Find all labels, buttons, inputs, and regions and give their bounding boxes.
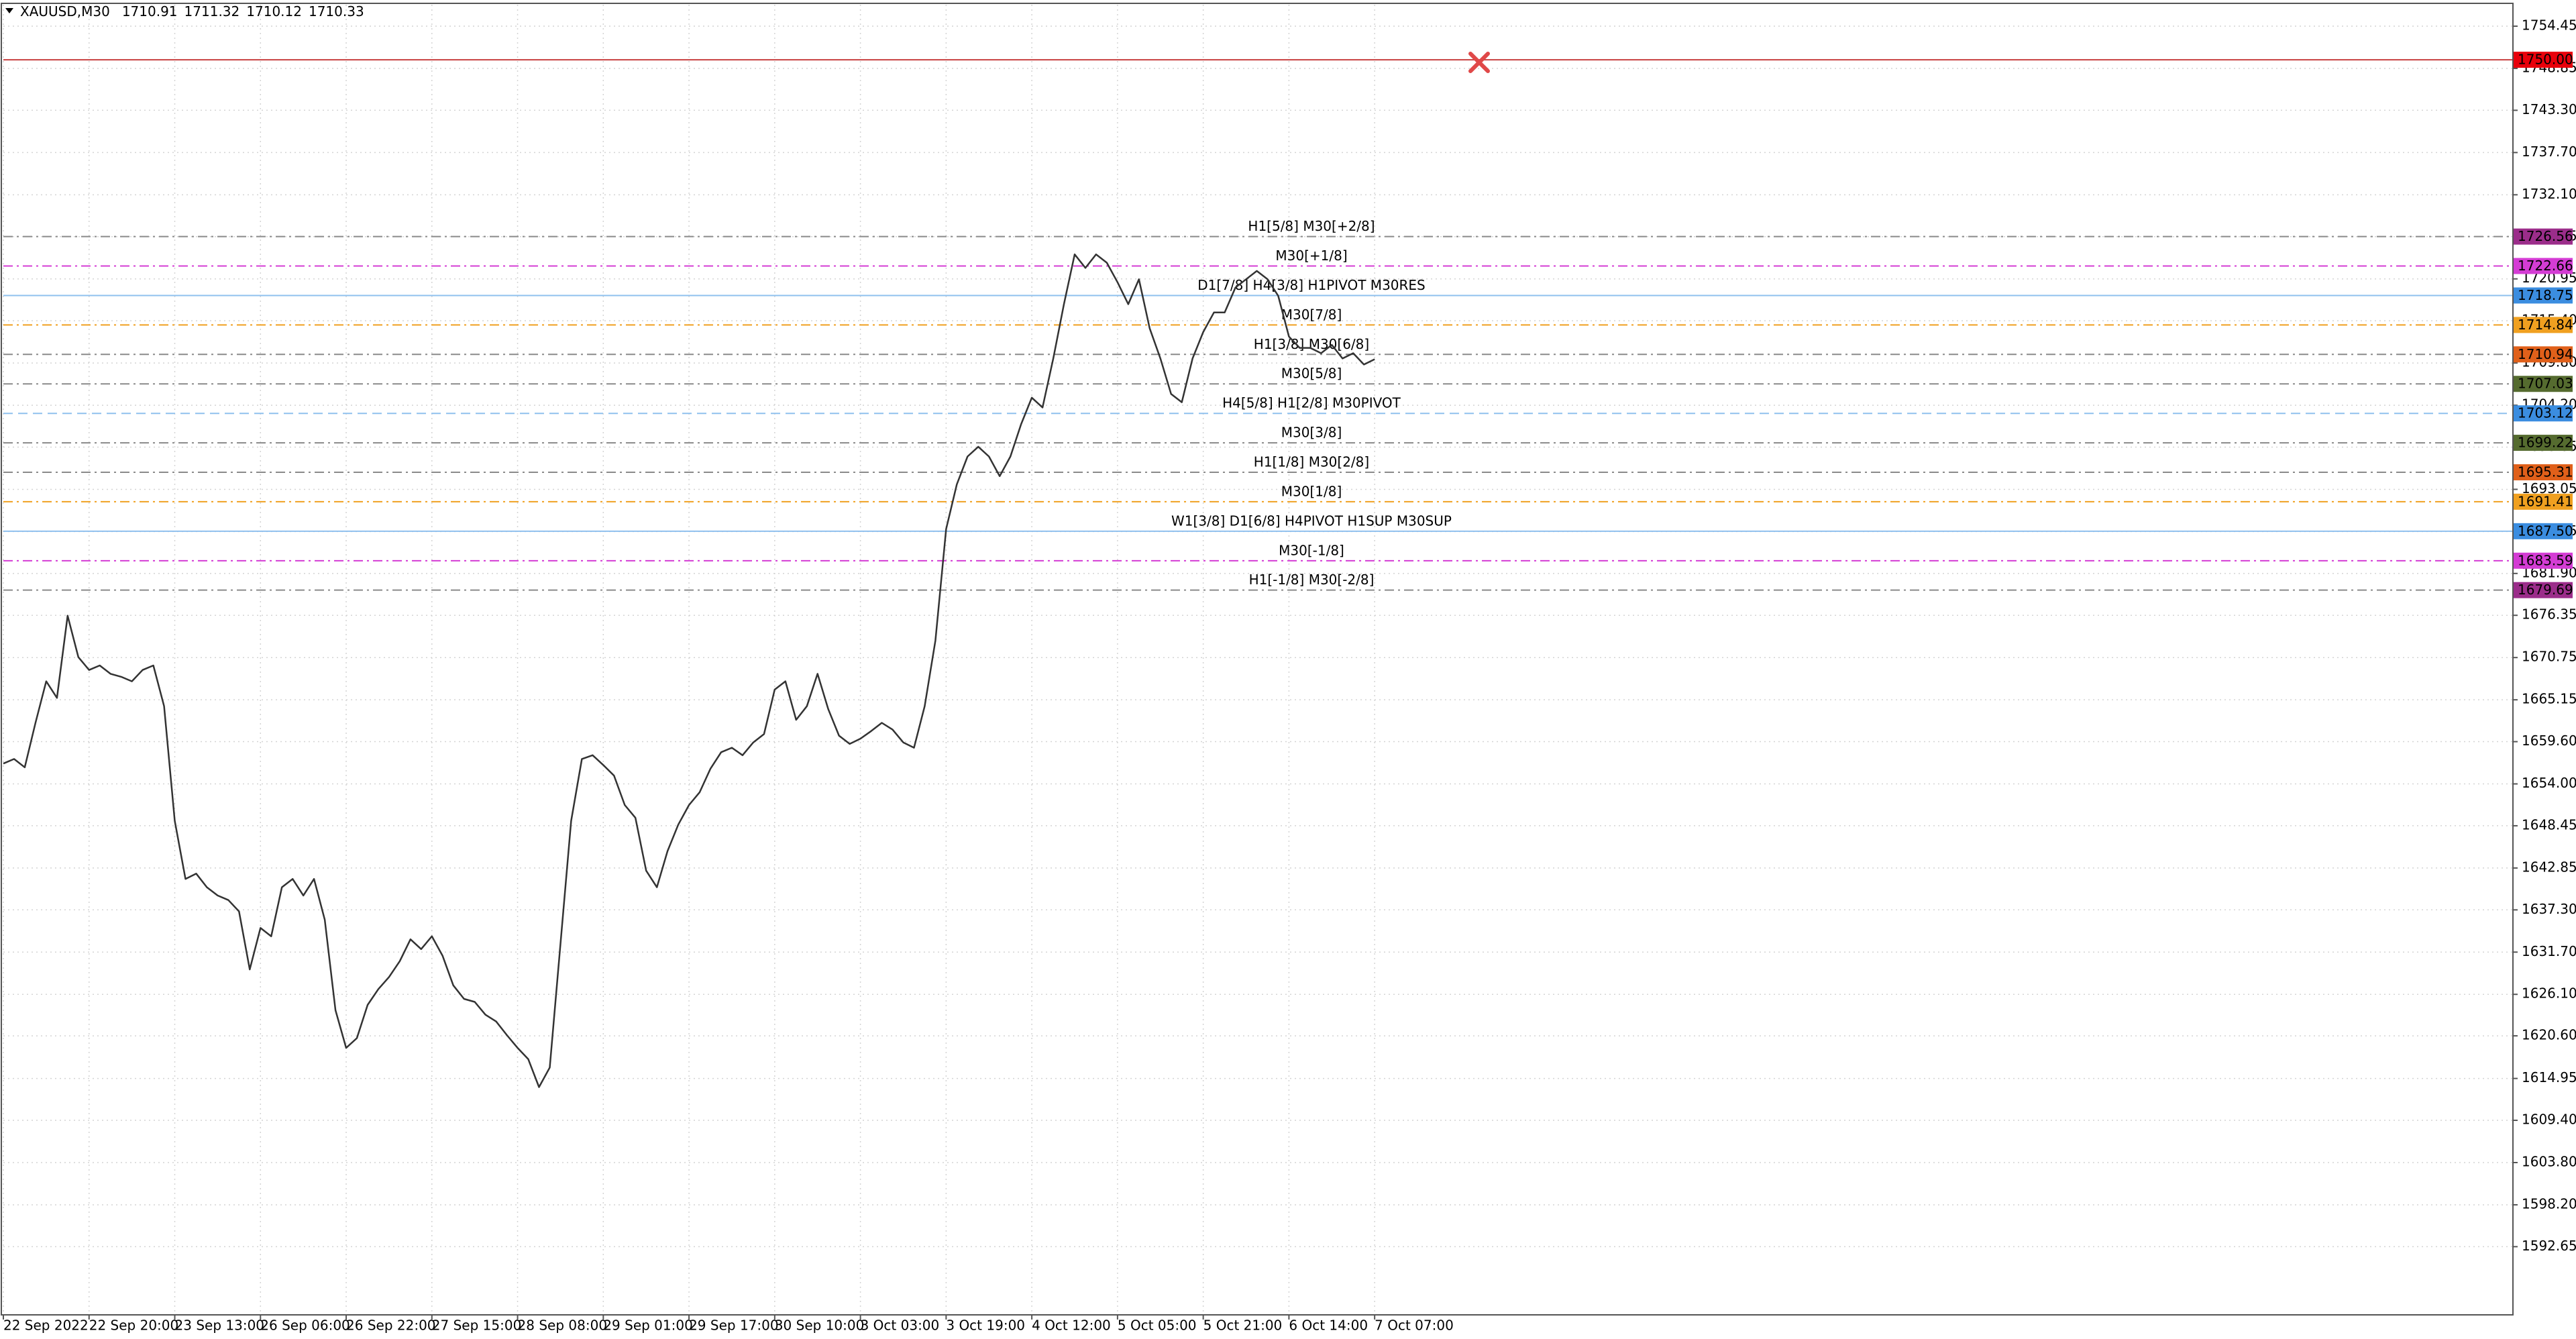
level-label: H1[-1/8] M30[-2/8] — [1249, 572, 1375, 588]
level-label: D1[7/8] H4[3/8] H1PIVOT M30RES — [1197, 277, 1426, 293]
x-tick-label: 22 Sep 2022 — [3, 1318, 89, 1334]
y-tick-label: 1642.85 — [2522, 859, 2576, 875]
level-price-label: 1718.75 — [2518, 287, 2573, 303]
x-tick-label: 23 Sep 13:00 — [175, 1318, 265, 1334]
level-price-label: 1726.56 — [2518, 228, 2573, 244]
y-tick-label: 1631.70 — [2522, 943, 2576, 959]
level-price-box — [2514, 582, 2573, 598]
x-tick-label: 28 Sep 08:00 — [518, 1318, 608, 1334]
level-price-label: 1679.69 — [2518, 582, 2573, 598]
level-label: W1[3/8] D1[6/8] H4PIVOT H1SUP M30SUP — [1171, 513, 1452, 529]
y-tick-label: 1592.65 — [2522, 1238, 2576, 1254]
level-price-box — [2514, 287, 2573, 304]
x-tick-label: 4 Oct 12:00 — [1032, 1318, 1111, 1334]
level-price-box — [2514, 346, 2573, 363]
level-label: M30[-1/8] — [1279, 542, 1344, 558]
y-tick-label: 1743.30 — [2522, 101, 2576, 117]
y-tick-label: 1676.35 — [2522, 606, 2576, 623]
level-price-box — [2514, 405, 2573, 422]
y-tick-label: 1620.60 — [2522, 1027, 2576, 1043]
x-tick-label: 5 Oct 05:00 — [1118, 1318, 1197, 1334]
level-price-label: 1707.03 — [2518, 376, 2573, 392]
level-label: M30[3/8] — [1281, 425, 1342, 441]
level-label: M30[1/8] — [1281, 483, 1342, 499]
level-price-label: 1714.84 — [2518, 317, 2573, 333]
plot-frame — [1, 3, 2514, 1316]
y-tick-label: 1648.45 — [2522, 816, 2576, 833]
levels: H1[5/8] M30[+2/8] M30[+1/8] D1[7/8] H4[3/8… — [3, 59, 2512, 591]
level-label: H1[1/8] M30[2/8] — [1254, 454, 1369, 470]
close-marker — [1468, 52, 1490, 73]
series — [3, 253, 1375, 1088]
y-tick-label: 1614.95 — [2522, 1069, 2576, 1085]
x-tick-label: 27 Sep 15:00 — [432, 1318, 522, 1334]
level-label: H1[3/8] M30[6/8] — [1254, 336, 1369, 352]
level-price-label: 1695.31 — [2518, 464, 2573, 480]
y-tick-label: 1654.00 — [2522, 775, 2576, 791]
level-price-label: 1722.66 — [2518, 258, 2573, 274]
level-price-box — [2514, 317, 2573, 333]
level-price-box — [2514, 523, 2573, 539]
menu-arrow[interactable] — [5, 8, 13, 13]
level-price-label: 1687.50 — [2518, 523, 2573, 539]
x-tick-label: 3 Oct 03:00 — [861, 1318, 940, 1334]
ohlc-value: 1710.33 — [309, 3, 364, 19]
x-tick-label: 5 Oct 21:00 — [1203, 1318, 1283, 1334]
level-price-box — [2514, 464, 2573, 481]
x-tick-label: 7 Oct 07:00 — [1375, 1318, 1454, 1334]
y-tick-label: 1670.75 — [2522, 649, 2576, 665]
level-price-label: 1750.00 — [2518, 52, 2573, 68]
x-tick-label: 29 Sep 01:00 — [603, 1318, 693, 1334]
level-price-box — [2514, 435, 2573, 451]
price-line — [3, 253, 1375, 1088]
level-label: H1[5/8] M30[+2/8] — [1248, 218, 1375, 234]
y-tick-label: 1637.30 — [2522, 901, 2576, 917]
level-price-label: 1710.94 — [2518, 346, 2573, 362]
y-tick-label: 1609.40 — [2522, 1112, 2576, 1128]
close-x — [1468, 52, 1490, 73]
level-label: M30[+1/8] — [1275, 248, 1347, 264]
level-price-label: 1703.12 — [2518, 405, 2573, 421]
level-price-box — [2514, 258, 2573, 274]
level-price-label: 1691.41 — [2518, 493, 2573, 509]
axes: 1754.451748.851743.301737.701732.101726.… — [3, 17, 2576, 1334]
level-price-box — [2514, 228, 2573, 245]
symbol: XAUUSD,M30 — [20, 3, 110, 19]
ohlc-value: 1710.91 — [122, 3, 178, 19]
x-tick-label: 26 Sep 06:00 — [260, 1318, 350, 1334]
x-tick-label: 6 Oct 14:00 — [1289, 1318, 1368, 1334]
y-tick-label: 1626.10 — [2522, 985, 2576, 1002]
x-tick-label: 22 Sep 20:00 — [89, 1318, 179, 1334]
y-tick-label: 1665.15 — [2522, 691, 2576, 707]
level-label: H4[5/8] H1[2/8] M30PIVOT — [1222, 395, 1401, 411]
x-tick-label: 30 Sep 10:00 — [775, 1318, 865, 1334]
level-price-box — [2514, 52, 2573, 68]
y-tick-label: 1732.10 — [2522, 186, 2576, 202]
x-tick-label: 26 Sep 22:00 — [346, 1318, 436, 1334]
level-price-box — [2514, 552, 2573, 569]
x-tick-label: 29 Sep 17:00 — [689, 1318, 779, 1334]
ohlc-value: 1711.32 — [184, 3, 240, 19]
y-tick-label: 1737.70 — [2522, 144, 2576, 160]
y-tick-label: 1754.45 — [2522, 17, 2576, 34]
level-label: M30[7/8] — [1281, 307, 1342, 323]
ohlc-value: 1710.12 — [246, 3, 302, 19]
level-price-box — [2514, 493, 2573, 510]
level-price-box — [2514, 376, 2573, 392]
level-price-label: 1699.22 — [2518, 435, 2573, 451]
y-tick-label: 1603.80 — [2522, 1153, 2576, 1169]
level-label: M30[5/8] — [1281, 366, 1342, 382]
y-tick-label: 1598.20 — [2522, 1195, 2576, 1212]
level-price-label: 1683.59 — [2518, 552, 2573, 568]
y-tick-label: 1659.60 — [2522, 733, 2576, 749]
x-tick-label: 3 Oct 19:00 — [946, 1318, 1025, 1334]
chart-header: XAUUSD,M30 1710.91 1711.32 1710.12 1710.33 — [20, 3, 364, 19]
